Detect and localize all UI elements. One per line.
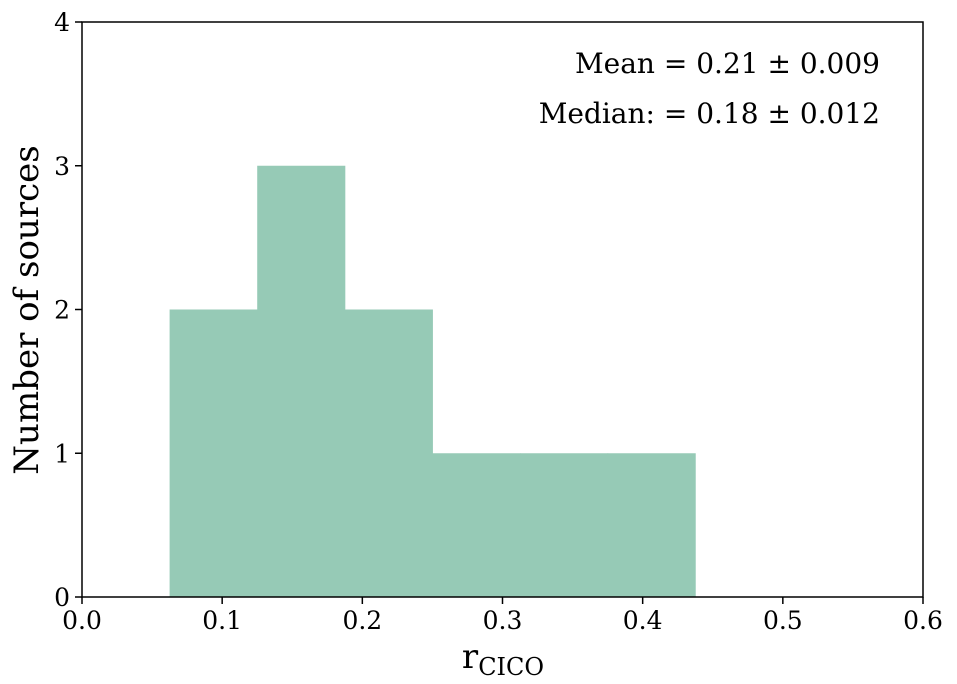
x-tick-label-0: 0.0 (62, 606, 102, 635)
x-tick-label-3: 0.3 (483, 606, 523, 635)
y-axis-ticks: 0 1 2 3 4 (54, 8, 82, 612)
x-tick-label-1: 0.1 (202, 606, 242, 635)
x-tick-label-2: 0.2 (342, 606, 382, 635)
y-axis-label: Number of sources (7, 145, 47, 474)
x-axis-label: rCICO (462, 637, 544, 681)
annotation-mean: Mean = 0.21 ± 0.009 (575, 47, 880, 80)
y-tick-label-2: 2 (54, 296, 70, 325)
y-tick-label-4: 4 (54, 8, 70, 37)
x-axis-label-subscript: CICO (478, 653, 544, 681)
histogram-bar-5 (607, 453, 696, 597)
annotation-median: Median: = 0.18 ± 0.012 (539, 97, 880, 130)
x-tick-label-4: 0.4 (623, 606, 663, 635)
histogram-bar-1 (257, 165, 346, 597)
bars-group (169, 165, 696, 597)
histogram-bar-2 (344, 309, 433, 597)
histogram-bar-4 (520, 453, 609, 597)
x-axis-ticks: 0.0 0.1 0.2 0.3 0.4 0.5 0.6 (62, 597, 943, 635)
y-tick-label-3: 3 (54, 152, 70, 181)
histogram-bar-0 (169, 309, 258, 597)
y-tick-label-1: 1 (54, 439, 70, 468)
x-tick-label-5: 0.5 (763, 606, 803, 635)
x-axis-label-main: r (462, 637, 479, 677)
x-tick-label-6: 0.6 (903, 606, 943, 635)
y-tick-label-0: 0 (54, 583, 70, 612)
histogram-bar-3 (432, 453, 521, 597)
